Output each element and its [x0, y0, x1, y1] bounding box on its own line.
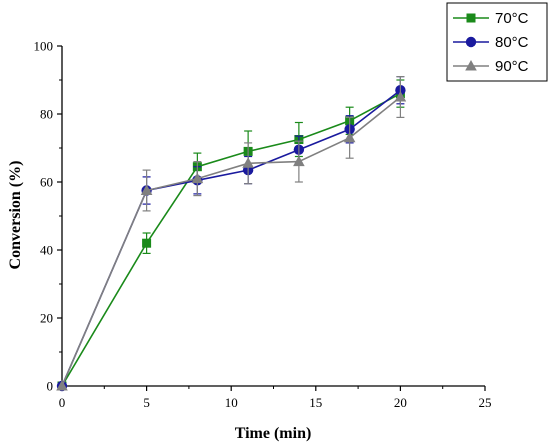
data-point: [140, 184, 153, 195]
data-point: [293, 155, 305, 167]
data-point: [56, 380, 68, 391]
legend-label: 70°C: [495, 10, 529, 27]
legend-label: 80°C: [495, 34, 529, 51]
y-tick-label: 80: [40, 107, 53, 122]
y-tick-label: 40: [40, 243, 53, 258]
y-axis-title: Conversion (%): [7, 161, 24, 270]
x-tick-label: 5: [143, 395, 150, 410]
data-point: [394, 91, 407, 102]
legend-marker: [466, 13, 476, 23]
series-2: [56, 75, 407, 391]
plot-area: [56, 75, 407, 392]
legend-label: 90°C: [495, 58, 529, 75]
y-tick-label: 60: [40, 175, 53, 190]
x-tick-label: 10: [225, 395, 238, 410]
x-axis-title: Time (min): [235, 425, 312, 442]
x-tick-label: 20: [394, 395, 407, 410]
axes: 0 5 10 15 20 25 0 20 40 60 80 100: [34, 39, 492, 411]
data-point: [142, 238, 152, 248]
y-tick-label: 100: [34, 39, 54, 54]
legend-marker: [465, 36, 477, 48]
data-point: [191, 172, 204, 184]
x-tick-label: 15: [309, 395, 322, 410]
data-point: [242, 157, 254, 168]
legend-marker: [465, 60, 477, 71]
y-tick-label: 20: [40, 311, 53, 326]
y-tick-label: 0: [47, 379, 54, 394]
x-tick-label: 0: [59, 395, 66, 410]
legend: 70°C 80°C 90°C: [446, 2, 548, 82]
x-tick-label: 25: [479, 395, 492, 410]
data-point: [343, 131, 356, 143]
